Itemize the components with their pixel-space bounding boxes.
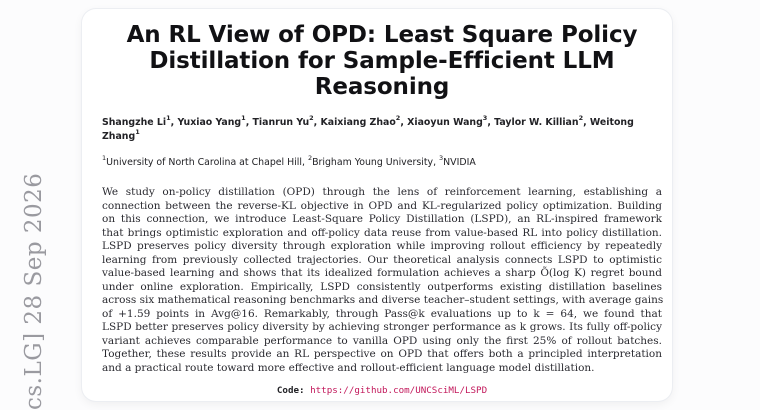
abstract-line: across six mathematical reasoning benchm…: [102, 294, 664, 306]
paper-card: An RL View of OPD: Least Square Policy D…: [82, 9, 672, 401]
abstract-line: LSPD preserves policy diversity through …: [102, 240, 662, 252]
author-affiliation-mark: 2: [309, 114, 314, 122]
author-name-text: Weitong Zhang: [102, 117, 634, 142]
abstract-line: of +1.59 points in Avg@16. Remarkably, t…: [102, 307, 662, 320]
abstract-line: value-based learning and shows that its …: [102, 267, 662, 279]
abstract-line: on this connection, we introduce Least-S…: [102, 213, 662, 225]
author-name: Tianrun Yu2: [252, 114, 314, 128]
author-affiliation-mark: 3: [482, 114, 488, 122]
affiliation-mark: 3: [439, 154, 444, 162]
author-affiliation-mark: 2: [395, 114, 401, 122]
author-affiliation-mark: 1: [241, 114, 246, 122]
paper-title: An RL View of OPD: Least Square Policy D…: [102, 22, 662, 100]
abstract-line: We study on-policy distillation (OPD) th…: [102, 186, 662, 198]
author-name: Weitong Zhang1: [102, 117, 634, 142]
abstract-line: under online exploration. Empirically, L…: [102, 280, 662, 293]
author-affiliation-mark: 1: [135, 128, 140, 136]
author-list: Shangzhe Li1, Yuxiao Yang1, Tianrun Yu2,…: [102, 114, 634, 142]
title-line-2: Distillation for Sample-Efficient LLM Re…: [149, 48, 615, 100]
affiliation-name: University of North Carolina at Chapel H…: [106, 157, 302, 168]
abstract-line: and a practical route toward more effect…: [102, 361, 595, 374]
author-name: Xiaoyun Wang3: [407, 114, 488, 128]
affiliation-name: Brigham Young University: [312, 157, 434, 168]
code-label: Code:: [276, 385, 305, 396]
author-name: Taylor W. Killian2: [494, 114, 584, 128]
affiliation: 3NVIDIA: [439, 154, 476, 168]
paper-header: An RL View of OPD: Least Square Policy D…: [102, 22, 664, 396]
affiliation-mark: 1: [102, 154, 107, 162]
author-name-text: Kaixiang Zhao: [320, 117, 396, 128]
abstract-line: LSPD better preserves policy diversity b…: [102, 321, 662, 333]
abstract-line: learning from previously collected traje…: [102, 253, 662, 266]
author-name-text: Tianrun Yu: [252, 117, 310, 128]
abstract: We study on-policy distillation (OPD) th…: [102, 186, 664, 375]
author-name-text: Xiaoyun Wang: [407, 117, 483, 128]
abstract-line: connection between the reverse-KL object…: [102, 199, 662, 212]
code-link-row: Code: https://github.com/UNCSciML/LSPD: [102, 385, 662, 396]
code-url-link[interactable]: https://github.com/UNCSciML/LSPD: [310, 385, 488, 396]
affiliation: 1University of North Carolina at Chapel …: [102, 154, 302, 168]
author-name-text: Shangzhe Li: [102, 117, 167, 128]
abstract-line: that brings optimistic exploration and o…: [102, 226, 662, 239]
author-name-text: Yuxiao Yang: [177, 117, 242, 128]
affiliation: 2Brigham Young University: [307, 154, 434, 168]
abstract-line: variant achieves comparable performance …: [102, 334, 662, 347]
author-affiliation-mark: 2: [578, 114, 584, 122]
title-line-1: An RL View of OPD: Least Square Policy: [126, 22, 638, 48]
affiliation-name: NVIDIA: [443, 157, 476, 168]
affiliation-mark: 2: [307, 154, 313, 162]
arxiv-side-stamp: cs.LG] 28 Sep 2026: [21, 172, 47, 410]
author-name-text: Taylor W. Killian: [494, 117, 579, 128]
author-name: Kaixiang Zhao2: [320, 114, 401, 128]
affiliation-list: 1University of North Carolina at Chapel …: [102, 154, 476, 168]
author-name: Shangzhe Li1: [102, 114, 171, 128]
author-affiliation-mark: 1: [166, 114, 171, 122]
abstract-line: Together, these results provide an RL pe…: [102, 348, 662, 360]
author-name: Yuxiao Yang1: [177, 114, 246, 128]
